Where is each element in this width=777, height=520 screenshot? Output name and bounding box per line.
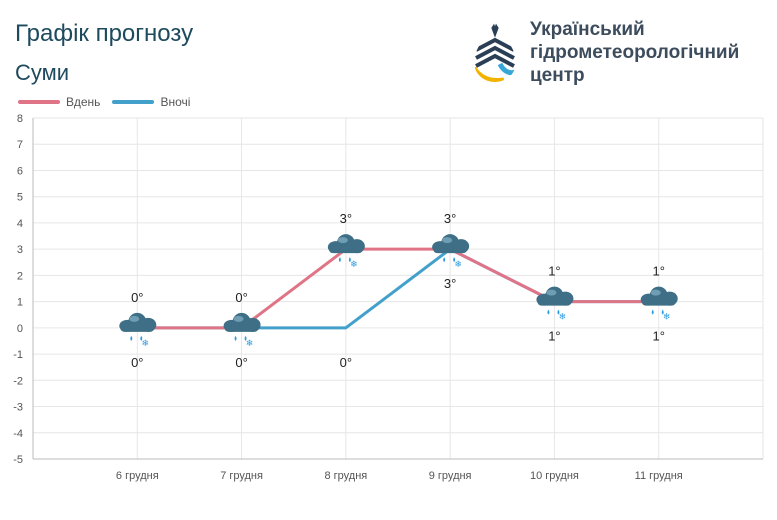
data-label-day: 0°: [235, 290, 247, 305]
x-tick-label: 6 грудня: [116, 470, 159, 482]
y-tick-label: 6: [17, 165, 23, 177]
svg-text:❄: ❄: [350, 259, 358, 269]
y-tick-label: -4: [13, 428, 23, 440]
rain-snow-cloud-icon: ❄: [327, 234, 365, 269]
series-line-night: [135, 247, 661, 330]
legend-item-day[interactable]: Вдень: [18, 95, 100, 109]
svg-text:❄: ❄: [559, 312, 567, 322]
data-label-night: 0°: [340, 355, 352, 370]
svg-text:❄: ❄: [142, 338, 150, 348]
rain-snow-cloud-icon: ❄: [640, 286, 678, 322]
data-label-day: 0°: [131, 290, 143, 305]
y-tick-label: -3: [13, 402, 23, 414]
legend-swatch-night: [112, 100, 155, 104]
data-label-night: 1°: [548, 329, 560, 344]
data-label-night: 0°: [235, 355, 247, 370]
rain-snow-cloud-icon: ❄: [119, 312, 157, 348]
y-tick-label: 8: [17, 113, 23, 125]
svg-text:❄: ❄: [454, 259, 462, 269]
y-tick-label: 3: [17, 244, 23, 256]
data-label-day: 3°: [444, 211, 456, 226]
org-line-2: гідрометеорологічний: [530, 42, 740, 63]
y-tick-label: 2: [17, 270, 23, 282]
svg-text:❄: ❄: [246, 338, 254, 348]
data-label-night: 1°: [652, 329, 664, 344]
y-tick-label: 0: [17, 323, 23, 335]
legend-item-night[interactable]: Вночі: [112, 95, 190, 109]
x-tick-label: 9 грудня: [429, 470, 472, 482]
logo-drop-icon: [474, 22, 516, 82]
data-label-day: 1°: [548, 264, 560, 279]
x-tick-label: 8 грудня: [324, 470, 367, 482]
rain-snow-cloud-icon: ❄: [432, 234, 470, 269]
org-line-3: центр: [530, 65, 585, 86]
x-tick-label: 10 грудня: [530, 470, 579, 482]
rain-snow-cloud-icon: ❄: [223, 312, 261, 348]
chart-legend: Вдень Вночі: [18, 95, 202, 109]
org-name: Український гідрометеорологічний центр: [530, 18, 739, 87]
data-label-day: 1°: [652, 264, 664, 279]
y-tick-label: -5: [13, 454, 23, 466]
rain-snow-cloud-icon: ❄: [536, 286, 574, 322]
y-tick-label: 5: [17, 192, 23, 204]
svg-text:❄: ❄: [663, 312, 671, 322]
y-tick-label: -2: [13, 375, 23, 387]
legend-swatch-day: [18, 100, 60, 104]
data-label-day: 3°: [340, 211, 352, 226]
forecast-chart: 8 7 6 5 4 3 2 1 0 -1 -2 -3 -4 -5 6 грудня 7 грудня 8 гру…: [13, 113, 764, 482]
city-name: Суми: [15, 60, 70, 85]
x-tick-label: 11 грудня: [635, 470, 683, 482]
y-tick-label: 4: [17, 218, 23, 230]
y-tick-label: 1: [17, 297, 23, 309]
page-title: Графік прогнозу: [15, 20, 194, 47]
y-tick-label: 7: [17, 139, 23, 151]
y-tick-label: -1: [13, 349, 23, 361]
legend-label-night: Вночі: [160, 95, 191, 109]
org-line-1: Український: [530, 19, 645, 40]
data-label-night: 0°: [131, 355, 143, 370]
x-tick-label: 7 грудня: [220, 470, 263, 482]
data-label-night: 3°: [444, 276, 456, 291]
legend-label-day: Вдень: [66, 95, 101, 109]
